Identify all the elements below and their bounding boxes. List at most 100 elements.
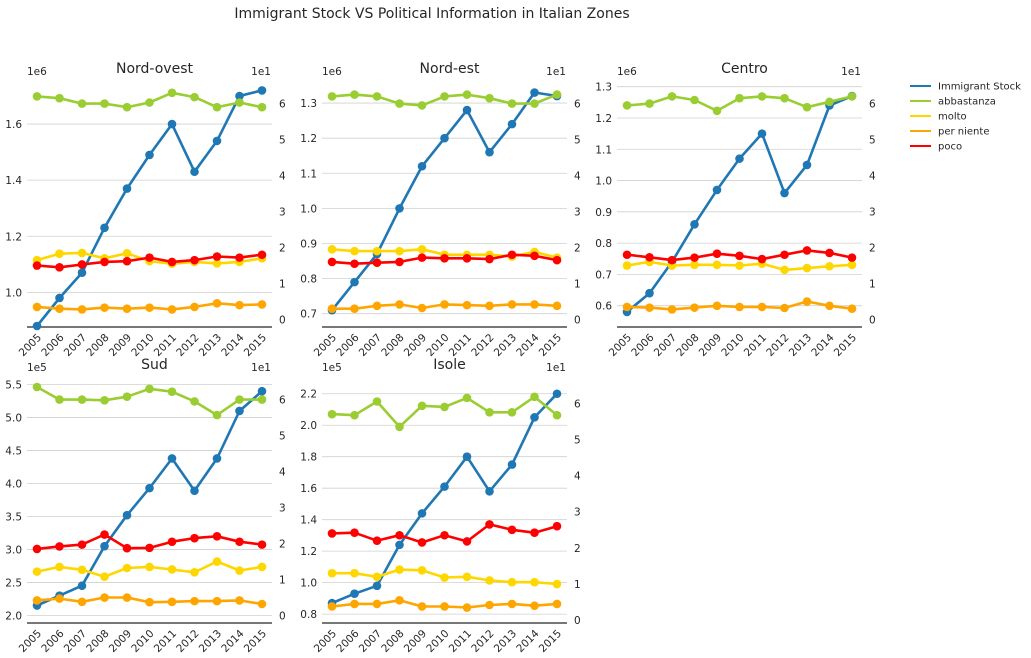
series-per-niente [622,297,857,314]
data-point [235,91,244,101]
y-tick-label-left: 0.8 [595,238,612,250]
data-point [350,246,359,256]
y-tick-label-left: 0.6 [595,301,612,313]
data-point [622,101,632,110]
data-point [395,565,404,574]
x-tick-label: 2005 [312,332,339,359]
x-tick-label: 2012 [469,628,496,655]
x-tick-label: 2015 [832,332,859,359]
axis-multiplier-right: 1e1 [546,362,566,374]
x-tick-label: 2013 [197,628,224,655]
data-point [552,521,562,531]
data-point [622,250,632,260]
data-point [167,597,177,607]
data-point [395,257,404,267]
panel-nord-est: 0.7 0.8 0.9 1.0 1.1 1.2 1.3 0 1 2 3 4 5 6 1e6 1e1 Nord-e… [300,61,581,359]
data-point [530,413,539,422]
data-point [122,304,132,314]
series-line [330,91,559,312]
series-line [35,89,264,328]
y-tick-label-left: 1.4 [5,175,22,187]
y-tick-label-left: 1.3 [300,98,317,110]
series-per-niente [327,300,562,314]
y-tick-label-right: 5 [869,135,876,147]
x-tick-label: 2009 [402,628,429,655]
data-point [440,482,449,491]
panel-title: Sud [141,357,168,373]
legend: Immigrant Stock abbastanza molto per niente… [910,82,1021,153]
data-point [167,305,177,314]
data-point [530,528,539,538]
data-point [712,249,722,258]
x-tick-label: 2006 [334,331,362,359]
data-point [327,602,337,611]
data-point [802,160,812,170]
x-tick-label: 2010 [129,628,156,655]
data-point [190,92,199,102]
data-point [327,409,337,419]
data-point [712,301,722,311]
y-tick-label-right: 6 [574,398,581,410]
x-tick-label: 2007 [357,628,384,655]
x-tick-label: 2009 [107,628,134,655]
data-point [350,90,359,99]
panel-title: Nord-ovest [116,61,194,77]
x-tick-label: 2005 [312,628,339,655]
data-point [417,101,427,110]
x-tick-label: 2006 [39,627,67,655]
y-tick-label-left: 2.0 [5,610,22,622]
data-point [372,258,382,267]
y-tick-label-right: 5 [574,434,581,446]
data-point [690,220,699,229]
data-point [190,568,199,577]
data-point [235,406,244,416]
y-tick-label-left: 1.2 [595,113,612,125]
data-point [735,261,744,270]
data-point [552,389,562,399]
y-tick-label-left: 2.5 [5,577,22,589]
y-tick-label-right: 5 [279,431,286,443]
data-point [167,537,177,547]
x-tick-label: 2006 [39,331,67,359]
data-point [122,563,132,573]
data-point [645,99,654,108]
data-point [417,303,427,313]
y-tick-label-left: 5.0 [5,413,22,425]
data-point [190,596,199,606]
y-tick-label-right: 1 [574,279,581,291]
data-point [395,246,404,256]
data-point [462,105,472,115]
data-point [552,410,562,420]
data-point [235,566,244,575]
data-point [712,185,722,195]
data-point [690,303,699,312]
series-poco [32,250,267,272]
data-point [100,593,109,602]
data-point [552,301,562,311]
y-tick-label-right: 1 [279,575,286,587]
y-tick-label-right: 2 [279,539,286,551]
data-point [485,600,494,610]
data-point [257,599,267,609]
y-tick-label-right: 1 [869,279,876,291]
legend-label: molto [938,112,967,123]
axis-multiplier-right: 1e1 [841,66,861,78]
data-point [77,305,87,314]
data-point [847,260,857,270]
data-point [327,568,337,578]
data-point [32,302,42,312]
y-tick-label-right: 3 [279,207,286,219]
y-tick-label-left: 1.8 [300,452,317,464]
y-tick-label-left: 1.0 [300,203,317,215]
data-point [327,529,337,538]
series-line [330,395,559,429]
data-point [212,136,222,146]
y-tick-label-right: 3 [869,207,876,219]
data-point [417,253,427,262]
y-tick-label-right: 0 [574,615,581,627]
y-tick-label-left: 1.6 [5,119,22,131]
y-tick-label-right: 0 [279,315,286,327]
data-point [122,392,132,402]
y-tick-label-right: 2 [574,543,581,555]
